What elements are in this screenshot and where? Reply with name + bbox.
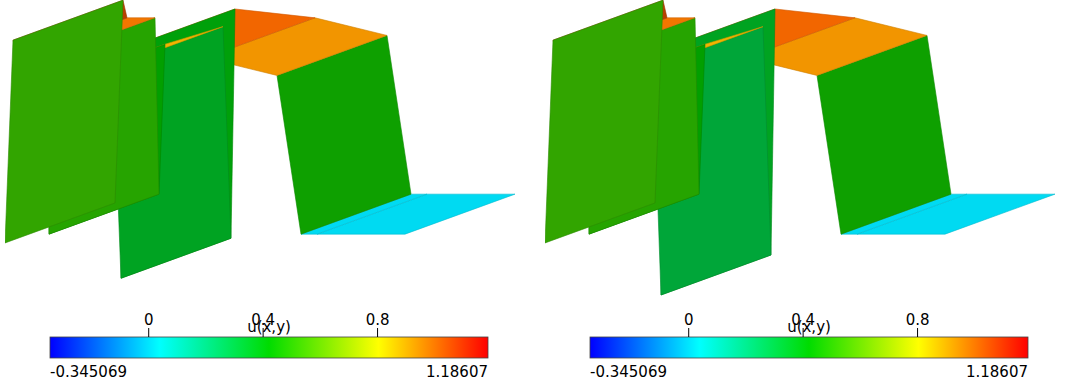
range-min: -0.345069	[590, 363, 667, 381]
colorbar	[590, 337, 1028, 358]
colorbar-title: u(x,y)	[787, 318, 831, 336]
colorbar-title: u(x,y)	[247, 318, 291, 336]
range-max: 1.18607	[966, 363, 1028, 381]
colorbar-tick	[148, 328, 149, 337]
tick-label: 0	[144, 311, 154, 329]
figure: 00.40.8u(x,y)-0.3450691.1860700.40.8u(x,…	[0, 0, 1065, 385]
colorbar	[50, 337, 488, 358]
tick-label: 0.8	[366, 311, 390, 329]
panel: 00.40.8u(x,y)-0.3450691.18607	[50, 311, 488, 381]
colorbar-tick	[688, 328, 689, 337]
surface-strip	[5, 0, 123, 243]
range-min: -0.345069	[50, 363, 127, 381]
surface	[5, 0, 515, 278]
surface	[545, 0, 1055, 295]
surface-strip	[545, 0, 663, 243]
range-max: 1.18607	[426, 363, 488, 381]
colorbar-tick	[917, 328, 918, 337]
colorbar-tick	[377, 328, 378, 337]
panel: 00.40.8u(x,y)-0.3450691.18607	[590, 311, 1028, 381]
tick-label: 0	[684, 311, 694, 329]
tick-label: 0.8	[906, 311, 930, 329]
